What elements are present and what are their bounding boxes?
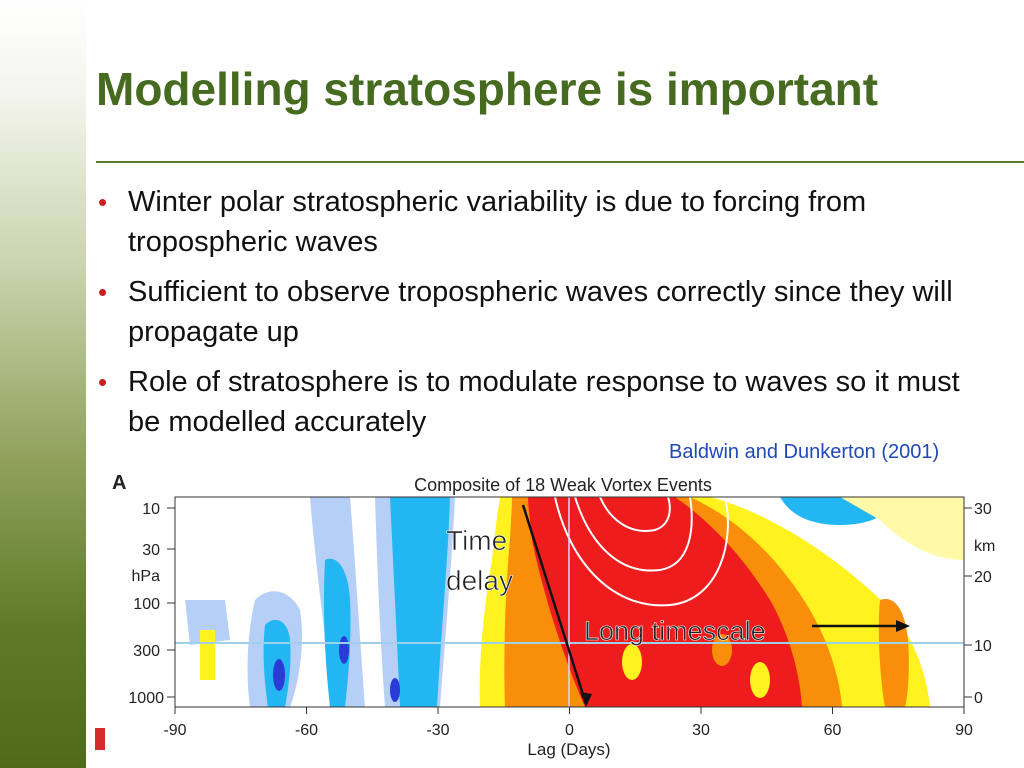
contour-cyan [263, 620, 291, 707]
panel-label: A [112, 472, 126, 494]
bullet-marker: • [98, 367, 108, 397]
bullet-marker: • [98, 277, 108, 307]
long-timescale-label: Long timescale [584, 616, 766, 646]
y2-axis-unit: km [974, 538, 995, 555]
title-divider [96, 161, 1024, 163]
time-delay-arrowhead [580, 692, 592, 707]
slide-title: Modelling stratosphere is important [96, 63, 879, 115]
long-timescale-arrowhead [896, 620, 910, 632]
plot-frame [174, 496, 965, 708]
contour-cyan [780, 497, 900, 525]
contour-yellow-hole [712, 634, 732, 666]
contour-yellow [840, 497, 964, 560]
y-axis-unit: hPa [132, 568, 161, 585]
x-axis-label: Lag (Days) [527, 740, 610, 759]
x-axis: -90 -60 -30 0 30 60 90 [163, 707, 973, 739]
x-tick-label: 90 [955, 722, 973, 739]
y2-tick-label: 30 [974, 501, 992, 518]
contour-blue [339, 636, 349, 664]
y-tick-label: 300 [133, 643, 160, 660]
bullet-text: Sufficient to observe tropospheric waves… [128, 276, 953, 348]
bullet-item-3: • Role of stratosphere is to modulate re… [96, 362, 996, 442]
time-delay-label: Time [446, 525, 507, 556]
contour-yellow [479, 497, 930, 707]
bullet-list: • Winter polar stratospheric variability… [96, 182, 996, 452]
contour-cyan [390, 497, 450, 707]
contour-orange [878, 599, 909, 707]
y-tick-label: 30 [142, 542, 160, 559]
contour-lines [554, 497, 729, 607]
contour-field [175, 497, 964, 707]
contour-cyan [323, 558, 351, 707]
contour-orange [504, 497, 842, 707]
y-tick-label: 100 [133, 596, 160, 613]
contour-light-blue [247, 591, 302, 707]
contour-yellow-hole [622, 644, 642, 680]
bullet-item-2: • Sufficient to observe tropospheric wav… [96, 272, 996, 352]
x-tick-label: -30 [426, 722, 449, 739]
y-tick-label: 10 [142, 501, 160, 518]
time-delay-arrow [521, 504, 588, 705]
contour-light-blue [185, 600, 230, 645]
citation: Baldwin and Dunkerton (2001) [669, 441, 940, 463]
bullet-item-1: • Winter polar stratospheric variability… [96, 182, 996, 262]
bullet-text: Role of stratosphere is to modulate resp… [128, 366, 960, 438]
bullet-text: Winter polar stratospheric variability i… [128, 186, 867, 258]
y2-tick-label: 20 [974, 569, 992, 586]
x-tick-label: 30 [692, 722, 710, 739]
contour-blue [390, 678, 400, 702]
contour-yellow [200, 630, 215, 680]
y2-tick-label: 10 [974, 638, 992, 655]
time-delay-label: delay [446, 565, 513, 596]
contour-yellow-hole [750, 662, 770, 698]
time-delay-annotation: Time delay [446, 504, 592, 707]
x-tick-label: 60 [824, 722, 842, 739]
y-axis-km: 30 km 20 10 0 [964, 501, 995, 707]
x-tick-label: 0 [565, 722, 574, 739]
y-axis-hpa: 10 30 hPa 100 300 1000 [128, 501, 175, 707]
contour-deep-red [528, 497, 802, 707]
side-gradient-bar [0, 0, 86, 768]
bullet-marker: • [98, 187, 108, 217]
plot-background [175, 497, 964, 707]
y-tick-label: 1000 [128, 690, 164, 707]
y2-tick-label: 0 [974, 690, 983, 707]
logo-mark [95, 728, 105, 750]
figure-title: Composite of 18 Weak Vortex Events [414, 475, 712, 495]
x-tick-label: -60 [295, 722, 318, 739]
contour-light-blue [375, 497, 455, 707]
long-timescale-annotation: Long timescale [584, 616, 910, 646]
x-tick-label: -90 [163, 722, 186, 739]
contour-light-blue [310, 497, 365, 707]
contour-blue [273, 659, 285, 691]
